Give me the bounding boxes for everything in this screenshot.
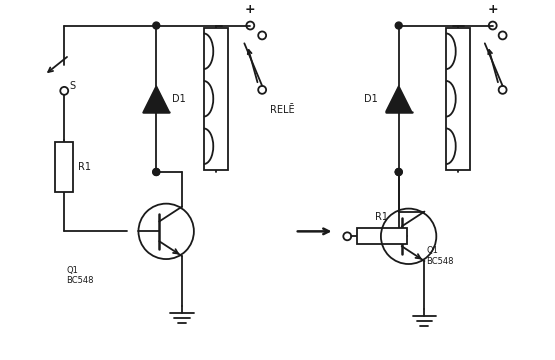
Circle shape: [395, 168, 402, 175]
Circle shape: [153, 168, 160, 175]
Circle shape: [153, 22, 160, 29]
Bar: [446, 27, 470, 170]
Circle shape: [153, 168, 160, 175]
Text: +: +: [487, 3, 498, 15]
Polygon shape: [386, 86, 412, 112]
Polygon shape: [143, 86, 169, 112]
Text: Q1
BC548: Q1 BC548: [426, 246, 454, 266]
Bar: [357, 228, 407, 244]
Text: D1: D1: [172, 94, 186, 104]
Text: R1: R1: [78, 162, 91, 172]
Text: RELĒ: RELĒ: [270, 105, 295, 115]
Text: R1: R1: [375, 212, 388, 222]
Circle shape: [395, 22, 402, 29]
Text: D1: D1: [364, 94, 378, 104]
Text: Q1
BC548: Q1 BC548: [66, 266, 94, 285]
Text: +: +: [245, 3, 256, 15]
Circle shape: [395, 168, 402, 175]
Bar: [56, 142, 73, 192]
Text: S: S: [69, 81, 75, 91]
Bar: [204, 27, 228, 170]
